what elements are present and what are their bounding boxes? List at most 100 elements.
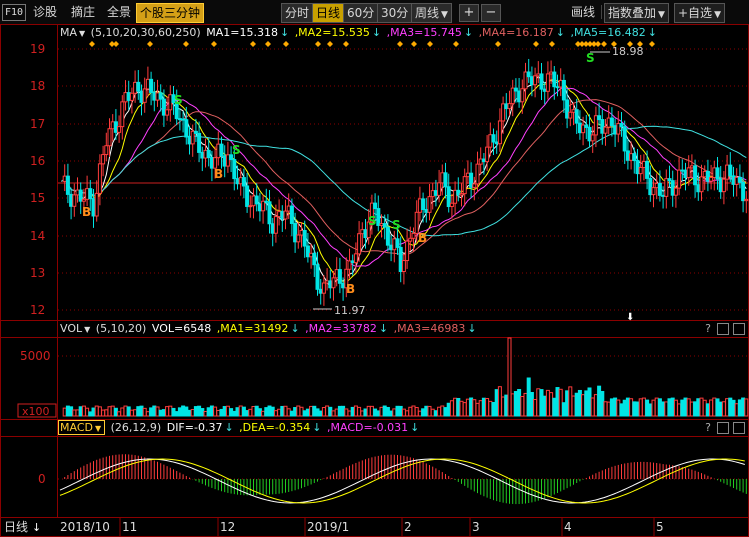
- event-marker-icon[interactable]: [89, 41, 95, 47]
- event-marker-icon[interactable]: [147, 41, 153, 47]
- help-icon[interactable]: ?: [705, 322, 711, 335]
- bottom-period-label[interactable]: 日线: [4, 520, 28, 534]
- event-marker-icon[interactable]: [109, 41, 115, 47]
- candle-body: [593, 115, 598, 136]
- volume-bar: [558, 388, 563, 417]
- candle-body: [635, 160, 640, 175]
- candle-body: [459, 193, 464, 196]
- volume-bar: [373, 408, 378, 417]
- dif-value: DIF=-0.37: [166, 421, 223, 434]
- maximize-icon[interactable]: [717, 422, 729, 434]
- volume-bar: [539, 389, 544, 417]
- volume-bar: [152, 405, 157, 417]
- volume-bar: [328, 406, 333, 417]
- tab-30min[interactable]: 30分: [377, 3, 413, 23]
- volume-bar: [321, 406, 326, 417]
- zoom-out-button[interactable]: −: [481, 4, 501, 22]
- event-marker-icon[interactable]: [397, 41, 403, 47]
- event-marker-icon[interactable]: [265, 41, 271, 47]
- ma-line: [61, 86, 747, 267]
- event-marker-icon[interactable]: [579, 41, 585, 47]
- event-marker-icon[interactable]: [113, 41, 119, 47]
- event-marker-icon[interactable]: [495, 41, 501, 47]
- volume-bar: [501, 396, 506, 417]
- minute-stock-button[interactable]: 个股三分钟: [136, 3, 205, 23]
- volume-bar: [283, 405, 288, 417]
- event-marker-icon[interactable]: [637, 41, 643, 47]
- volume-bar: [88, 411, 93, 417]
- candle-body: [145, 78, 150, 90]
- event-marker-icon[interactable]: [575, 41, 581, 47]
- event-marker-icon[interactable]: [327, 41, 333, 47]
- close-icon[interactable]: [733, 323, 745, 335]
- zoom-in-button[interactable]: +: [459, 4, 479, 22]
- volume-bar: [360, 410, 365, 417]
- event-marker-icon[interactable]: [627, 41, 633, 47]
- price-tick: 13: [30, 266, 45, 280]
- event-marker-icon[interactable]: [595, 41, 601, 47]
- ma-indicator-header: MA ▼ (5,10,20,30,60,250) MA1=15.318 ↓ ,MA2…: [0, 25, 749, 41]
- volume-bar: [597, 385, 602, 417]
- self-select-dropdown[interactable]: +自选 ▼: [674, 3, 725, 23]
- panorama-button[interactable]: 全景: [107, 5, 132, 19]
- index-overlay-dropdown[interactable]: 指数叠加 ▼: [604, 3, 669, 23]
- extract-button[interactable]: 摘庄: [71, 5, 96, 19]
- candle-body: [85, 188, 90, 200]
- macd-indicator-dropdown[interactable]: MACD ▼: [58, 420, 106, 435]
- week-dropdown[interactable]: 周线 ▼: [411, 3, 452, 23]
- diagnose-button[interactable]: 诊股: [33, 5, 58, 19]
- volume-bar: [459, 400, 464, 417]
- event-marker-icon[interactable]: [533, 41, 539, 47]
- candle-body: [120, 101, 125, 128]
- event-marker-icon[interactable]: [453, 41, 459, 47]
- close-icon[interactable]: [733, 422, 745, 434]
- event-marker-icon[interactable]: [549, 41, 555, 47]
- maximize-icon[interactable]: [717, 323, 729, 335]
- help-icon[interactable]: ?: [705, 421, 711, 434]
- draw-line-button[interactable]: 画线: [571, 5, 596, 19]
- candle-body: [72, 194, 77, 207]
- event-marker-icon[interactable]: [601, 41, 607, 47]
- event-marker-icon[interactable]: [583, 41, 589, 47]
- volume-bar: [584, 390, 589, 417]
- candle-body: [283, 210, 288, 220]
- volume-bar: [443, 407, 448, 417]
- candle-body: [587, 126, 592, 142]
- event-marker-icon[interactable]: [611, 41, 617, 47]
- event-marker-icon[interactable]: [587, 41, 593, 47]
- candle-body: [62, 175, 67, 182]
- volume-bar: [401, 408, 406, 417]
- ma-indicator-name[interactable]: MA: [60, 26, 78, 39]
- event-marker-icon[interactable]: [649, 41, 655, 47]
- candle-body: [741, 181, 746, 202]
- f10-button[interactable]: F10: [2, 4, 27, 21]
- vol-ma1-value: ,MA1=31492: [216, 322, 289, 335]
- event-marker-icon[interactable]: [283, 41, 289, 47]
- event-marker-icon[interactable]: [183, 41, 189, 47]
- arrow-down-icon: ↓: [224, 421, 234, 434]
- candle-body: [331, 277, 336, 289]
- chevron-down-icon[interactable]: ▼: [79, 29, 86, 38]
- candle-body: [181, 118, 186, 121]
- event-marker-icon[interactable]: [315, 41, 321, 47]
- event-marker-icon[interactable]: [591, 41, 597, 47]
- candle-body: [171, 94, 176, 104]
- event-marker-icon[interactable]: [427, 41, 433, 47]
- event-marker-icon[interactable]: [343, 41, 349, 47]
- arrow-down-icon[interactable]: ↓: [32, 521, 41, 534]
- chevron-down-icon[interactable]: ▼: [84, 325, 91, 334]
- vol-indicator-name[interactable]: VOL: [60, 322, 83, 335]
- event-marker-icon[interactable]: [211, 41, 217, 47]
- candle-body: [577, 122, 582, 134]
- candle-body: [638, 166, 643, 175]
- volume-bar: [725, 398, 730, 417]
- volume-bar: [341, 405, 346, 417]
- candle-body: [264, 200, 269, 203]
- week-label: 周线: [415, 6, 440, 20]
- tab-timeshare[interactable]: 分时: [281, 3, 314, 23]
- volume-bar: [430, 408, 435, 417]
- event-marker-icon[interactable]: [411, 41, 417, 47]
- event-marker-icon[interactable]: [250, 41, 256, 47]
- candle-body: [203, 149, 208, 159]
